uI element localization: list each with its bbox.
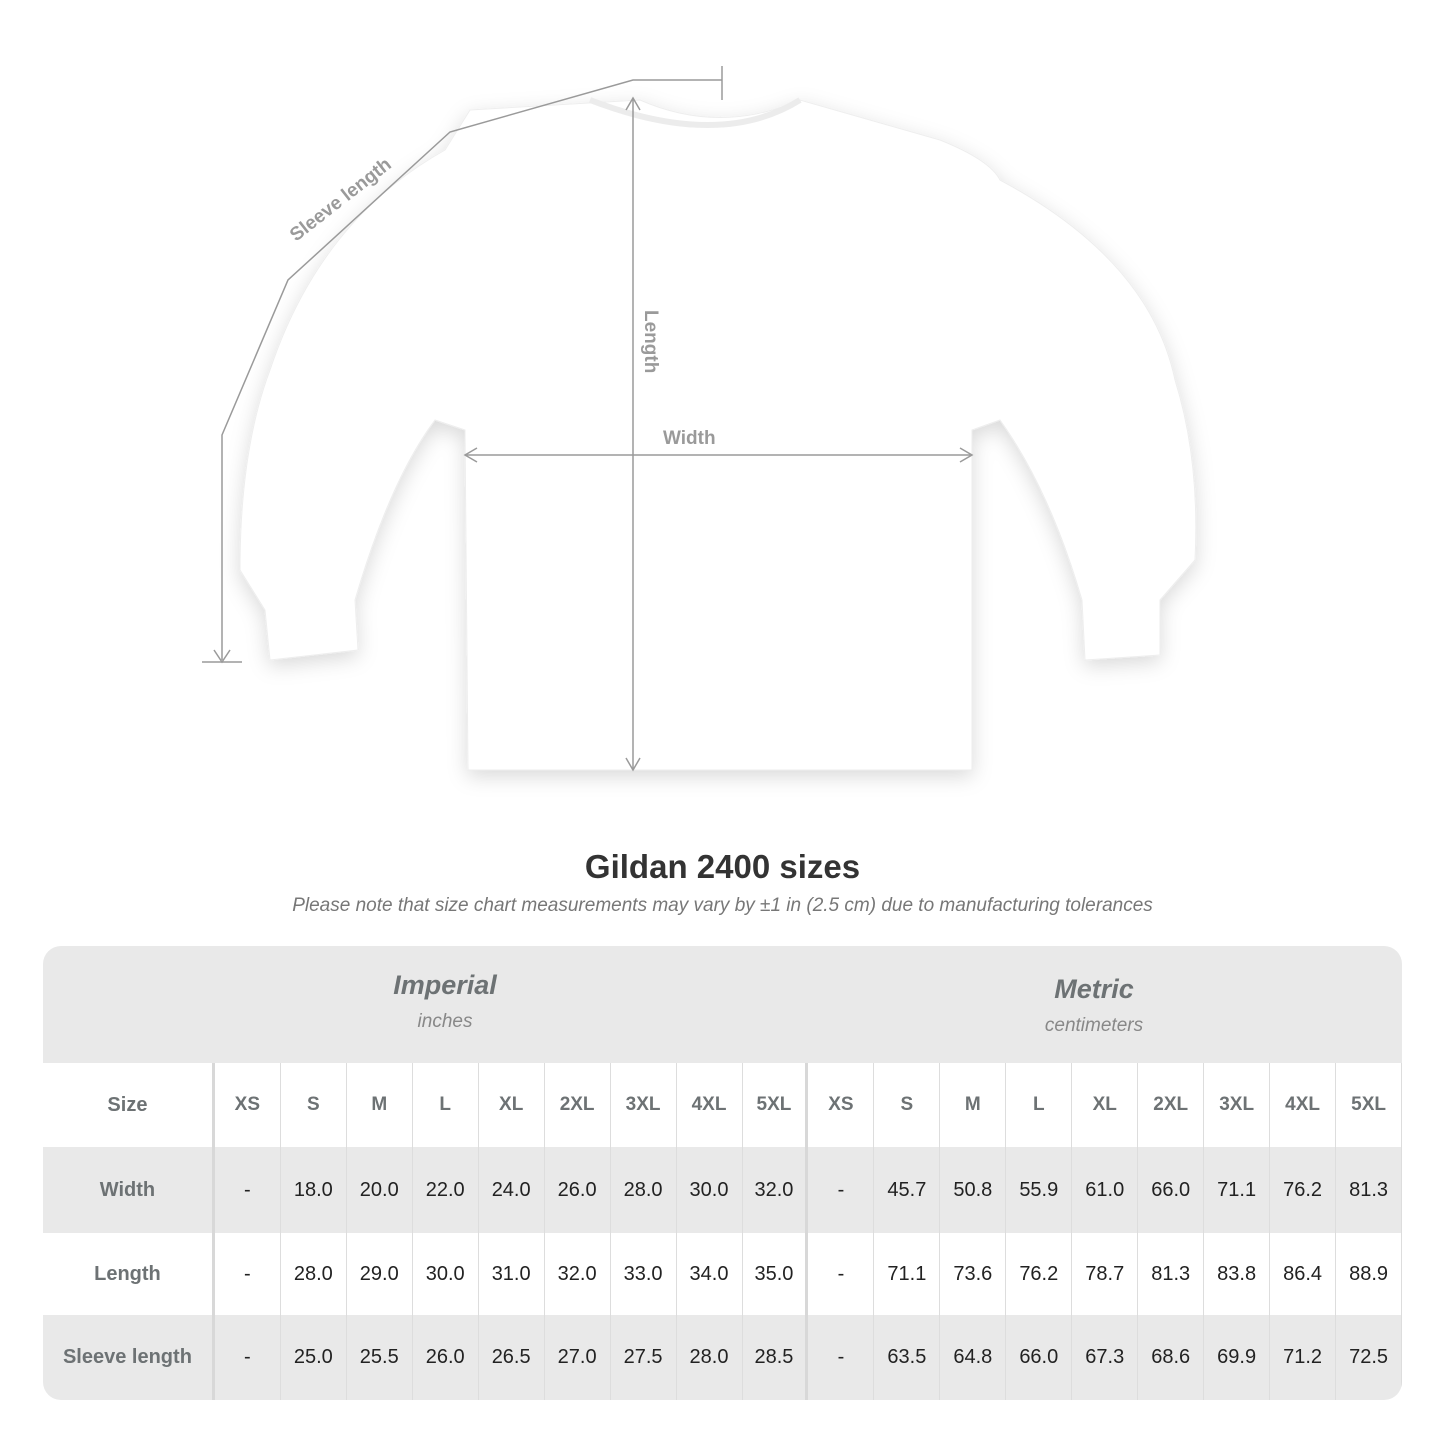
value-cell: 27.0 xyxy=(545,1315,611,1400)
imperial-header: Imperial inches xyxy=(215,970,675,1033)
size-header-imperial-l: L xyxy=(413,1063,479,1147)
value-cell: 71.1 xyxy=(1204,1147,1271,1233)
size-header-metric-3xl: 3XL xyxy=(1204,1063,1271,1147)
value-cell: 26.5 xyxy=(479,1315,545,1400)
value-cell: - xyxy=(808,1147,875,1233)
size-header-imperial-2xl: 2XL xyxy=(545,1063,611,1147)
size-header-metric-xl: XL xyxy=(1072,1063,1139,1147)
value-cell: 68.6 xyxy=(1138,1315,1205,1400)
value-cell: 18.0 xyxy=(281,1147,347,1233)
tolerance-note: Please note that size chart measurements… xyxy=(292,895,1153,916)
value-cell: 26.0 xyxy=(413,1315,479,1400)
table-row: Sleeve length -25.0 25.5 26.0 26.5 27.0 27.5 28… xyxy=(43,1315,1402,1400)
value-cell: 71.2 xyxy=(1270,1315,1337,1400)
value-cell: 64.8 xyxy=(940,1315,1007,1400)
value-cell: 76.2 xyxy=(1270,1147,1337,1233)
value-cell: 78.7 xyxy=(1072,1233,1139,1315)
value-cell: 35.0 xyxy=(743,1233,809,1315)
size-header-imperial-3xl: 3XL xyxy=(611,1063,677,1147)
width-label: Width xyxy=(663,428,716,449)
shirt-diagram: Sleeve length Length Width xyxy=(202,66,1197,772)
value-cell: 76.2 xyxy=(1006,1233,1073,1315)
value-cell: 72.5 xyxy=(1336,1315,1402,1400)
metric-unit: centimeters xyxy=(1044,1015,1144,1036)
row-label: Length xyxy=(43,1233,215,1315)
length-label: Length xyxy=(640,310,661,373)
row-label: Width xyxy=(43,1147,215,1233)
value-cell: 25.5 xyxy=(347,1315,413,1400)
value-cell: 29.0 xyxy=(347,1233,413,1315)
value-cell: 31.0 xyxy=(479,1233,545,1315)
value-cell: 20.0 xyxy=(347,1147,413,1233)
value-cell: 81.3 xyxy=(1336,1147,1402,1233)
value-cell: 32.0 xyxy=(743,1147,809,1233)
size-header-imperial-5xl: 5XL xyxy=(743,1063,809,1147)
size-header-imperial-4xl: 4XL xyxy=(677,1063,743,1147)
size-header-imperial-xl: XL xyxy=(479,1063,545,1147)
unit-header: Imperial inches Metric centimeters xyxy=(43,946,1402,1063)
size-header-metric-l: L xyxy=(1006,1063,1073,1147)
size-table: Imperial inches Metric centimeters Size X… xyxy=(43,946,1402,1400)
value-cell: 32.0 xyxy=(545,1233,611,1315)
metric-title: Metric xyxy=(1054,974,1134,1004)
size-header-metric-m: M xyxy=(940,1063,1007,1147)
size-header-imperial-xs: XS xyxy=(215,1063,281,1147)
size-header-imperial-s: S xyxy=(281,1063,347,1147)
imperial-unit: inches xyxy=(417,1011,473,1032)
value-cell: 28.5 xyxy=(743,1315,809,1400)
page-title: Gildan 2400 sizes xyxy=(584,848,861,885)
value-cell: - xyxy=(215,1147,281,1233)
value-cell: 69.9 xyxy=(1204,1315,1271,1400)
value-cell: 30.0 xyxy=(413,1233,479,1315)
metric-header: Metric centimeters xyxy=(809,974,1379,1037)
value-cell: - xyxy=(215,1233,281,1315)
value-cell: 22.0 xyxy=(413,1147,479,1233)
value-cell: 66.0 xyxy=(1006,1315,1073,1400)
value-cell: 27.5 xyxy=(611,1315,677,1400)
value-cell: 45.7 xyxy=(874,1147,941,1233)
value-cell: 71.1 xyxy=(874,1233,941,1315)
value-cell: 55.9 xyxy=(1006,1147,1073,1233)
size-row: Size XS S M L XL 2XL 3XL 4XL 5XL XS S M L XL 2XL 3XL 4XL 5… xyxy=(43,1063,1402,1147)
value-cell: 34.0 xyxy=(677,1233,743,1315)
size-header-metric-4xl: 4XL xyxy=(1270,1063,1337,1147)
value-cell: 28.0 xyxy=(611,1147,677,1233)
long-sleeve-shirt xyxy=(239,99,1197,771)
value-cell: 61.0 xyxy=(1072,1147,1139,1233)
value-cell: 81.3 xyxy=(1138,1233,1205,1315)
size-label: Size xyxy=(43,1063,215,1147)
value-cell: 83.8 xyxy=(1204,1233,1271,1315)
value-cell: 86.4 xyxy=(1270,1233,1337,1315)
row-label: Sleeve length xyxy=(43,1315,215,1400)
table-row: Width -18.0 20.0 22.0 24.0 26.0 28.0 30.0 32.0-4… xyxy=(43,1147,1402,1233)
value-cell: 30.0 xyxy=(677,1147,743,1233)
value-cell: 25.0 xyxy=(281,1315,347,1400)
value-cell: 66.0 xyxy=(1138,1147,1205,1233)
size-header-metric-s: S xyxy=(874,1063,941,1147)
table-row: Length -28.0 29.0 30.0 31.0 32.0 33.0 34.0 35.0-… xyxy=(43,1233,1402,1315)
size-header-metric-xs: XS xyxy=(808,1063,875,1147)
value-cell: 28.0 xyxy=(677,1315,743,1400)
value-cell: 50.8 xyxy=(940,1147,1007,1233)
value-cell: - xyxy=(808,1315,875,1400)
size-header-metric-5xl: 5XL xyxy=(1336,1063,1402,1147)
size-header-metric-2xl: 2XL xyxy=(1138,1063,1205,1147)
value-cell: 73.6 xyxy=(940,1233,1007,1315)
value-cell: 63.5 xyxy=(874,1315,941,1400)
value-cell: 67.3 xyxy=(1072,1315,1139,1400)
sleeve-measure-line xyxy=(221,79,722,660)
size-header-imperial-m: M xyxy=(347,1063,413,1147)
value-cell: - xyxy=(215,1315,281,1400)
value-cell: 24.0 xyxy=(479,1147,545,1233)
value-cell: 28.0 xyxy=(281,1233,347,1315)
value-cell: 33.0 xyxy=(611,1233,677,1315)
value-cell: - xyxy=(808,1233,875,1315)
value-cell: 26.0 xyxy=(545,1147,611,1233)
imperial-title: Imperial xyxy=(393,970,497,1000)
value-cell: 88.9 xyxy=(1336,1233,1402,1315)
